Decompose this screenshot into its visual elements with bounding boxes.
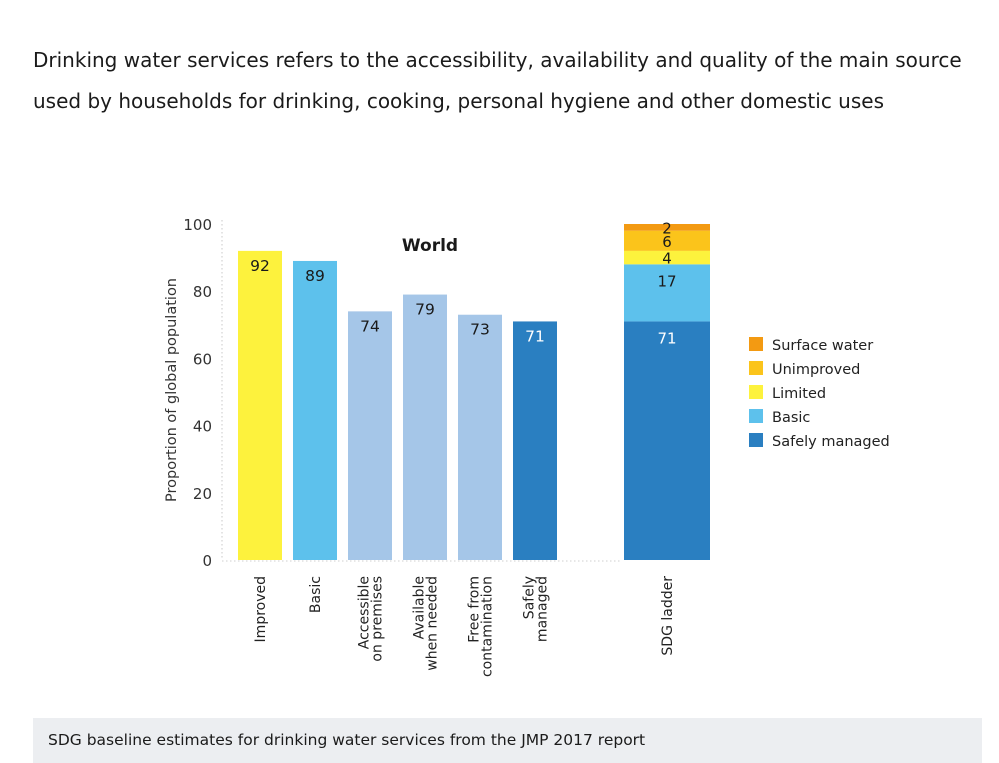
bar-value-label: 89 bbox=[305, 267, 325, 285]
x-tick-label: SDG ladder bbox=[660, 576, 676, 656]
x-tick-label-line: Safely bbox=[522, 576, 538, 619]
intro-paragraph: Drinking water services refers to the ac… bbox=[33, 48, 962, 113]
x-tick-label-line: on premises bbox=[370, 576, 386, 662]
stack-segment bbox=[624, 321, 710, 560]
caption-box: SDG baseline estimates for drinking wate… bbox=[33, 718, 982, 763]
legend-label: Limited bbox=[772, 386, 826, 402]
legend-label: Surface water bbox=[772, 338, 873, 354]
bar bbox=[238, 250, 282, 560]
x-tick-label-line: Free from bbox=[467, 576, 483, 643]
x-tick-label-line: when needed bbox=[425, 576, 441, 671]
legend-swatch bbox=[749, 337, 763, 351]
bar-value-label: 79 bbox=[415, 301, 435, 319]
x-tick-label: Basic bbox=[308, 576, 324, 613]
x-tick-label-line: SDG ladder bbox=[660, 576, 676, 656]
y-axis-label: Proportion of global population bbox=[164, 278, 180, 502]
legend-swatch bbox=[749, 433, 763, 447]
legend-label: Unimproved bbox=[772, 362, 860, 378]
y-tick-label: 80 bbox=[193, 283, 212, 301]
bar bbox=[403, 294, 447, 560]
stack-value-label: 4 bbox=[662, 250, 672, 268]
legend-swatch bbox=[749, 385, 763, 399]
bar-value-label: 73 bbox=[470, 321, 490, 339]
legend-label: Safely managed bbox=[772, 434, 890, 450]
stack-value-label: 6 bbox=[662, 233, 672, 251]
x-tick-label-line: Accessible bbox=[357, 576, 373, 649]
x-tick-label-line: contamination bbox=[480, 576, 496, 677]
bar-value-label: 92 bbox=[250, 257, 270, 275]
legend-label: Basic bbox=[772, 410, 810, 426]
stack-value-label: 71 bbox=[657, 329, 676, 347]
chart: World Proportion of global population 0 2… bbox=[164, 216, 890, 677]
stack-value-label: 17 bbox=[657, 272, 676, 290]
x-tick-label-line: Basic bbox=[308, 576, 324, 613]
bar bbox=[458, 314, 502, 560]
y-tick-label: 40 bbox=[193, 418, 212, 436]
stack-segment bbox=[624, 230, 710, 251]
x-tick-label: Improved bbox=[253, 576, 269, 642]
bar bbox=[293, 260, 337, 560]
legend-swatch bbox=[749, 409, 763, 423]
chart-title: World bbox=[402, 236, 458, 256]
y-axis: 0 20 40 60 80 100 bbox=[183, 216, 622, 570]
stack-segment bbox=[624, 224, 710, 231]
y-tick-label: 0 bbox=[202, 552, 212, 570]
x-tick-label-line: Improved bbox=[253, 576, 269, 642]
x-tick-label-line: managed bbox=[535, 576, 551, 642]
bar-value-label: 71 bbox=[525, 327, 545, 345]
stack-value-label: 2 bbox=[662, 219, 672, 237]
legend-swatch bbox=[749, 361, 763, 375]
bars: 92 89 74 79 73 71 bbox=[238, 250, 557, 560]
x-tick-label-line: Available bbox=[412, 576, 428, 639]
stack-segment bbox=[624, 264, 710, 322]
y-tick-label: 20 bbox=[193, 485, 212, 503]
bar-value-label: 74 bbox=[360, 317, 380, 335]
y-tick-label: 60 bbox=[193, 350, 212, 368]
caption: SDG baseline estimates for drinking wate… bbox=[48, 731, 646, 749]
bar bbox=[513, 321, 557, 560]
y-tick-label: 100 bbox=[183, 216, 212, 234]
legend: Surface water Unimproved Limited Basic Safel… bbox=[749, 337, 890, 450]
stacked-bar: 71 17 462 bbox=[624, 219, 710, 560]
bar bbox=[348, 311, 392, 560]
stack-segment bbox=[624, 250, 710, 265]
